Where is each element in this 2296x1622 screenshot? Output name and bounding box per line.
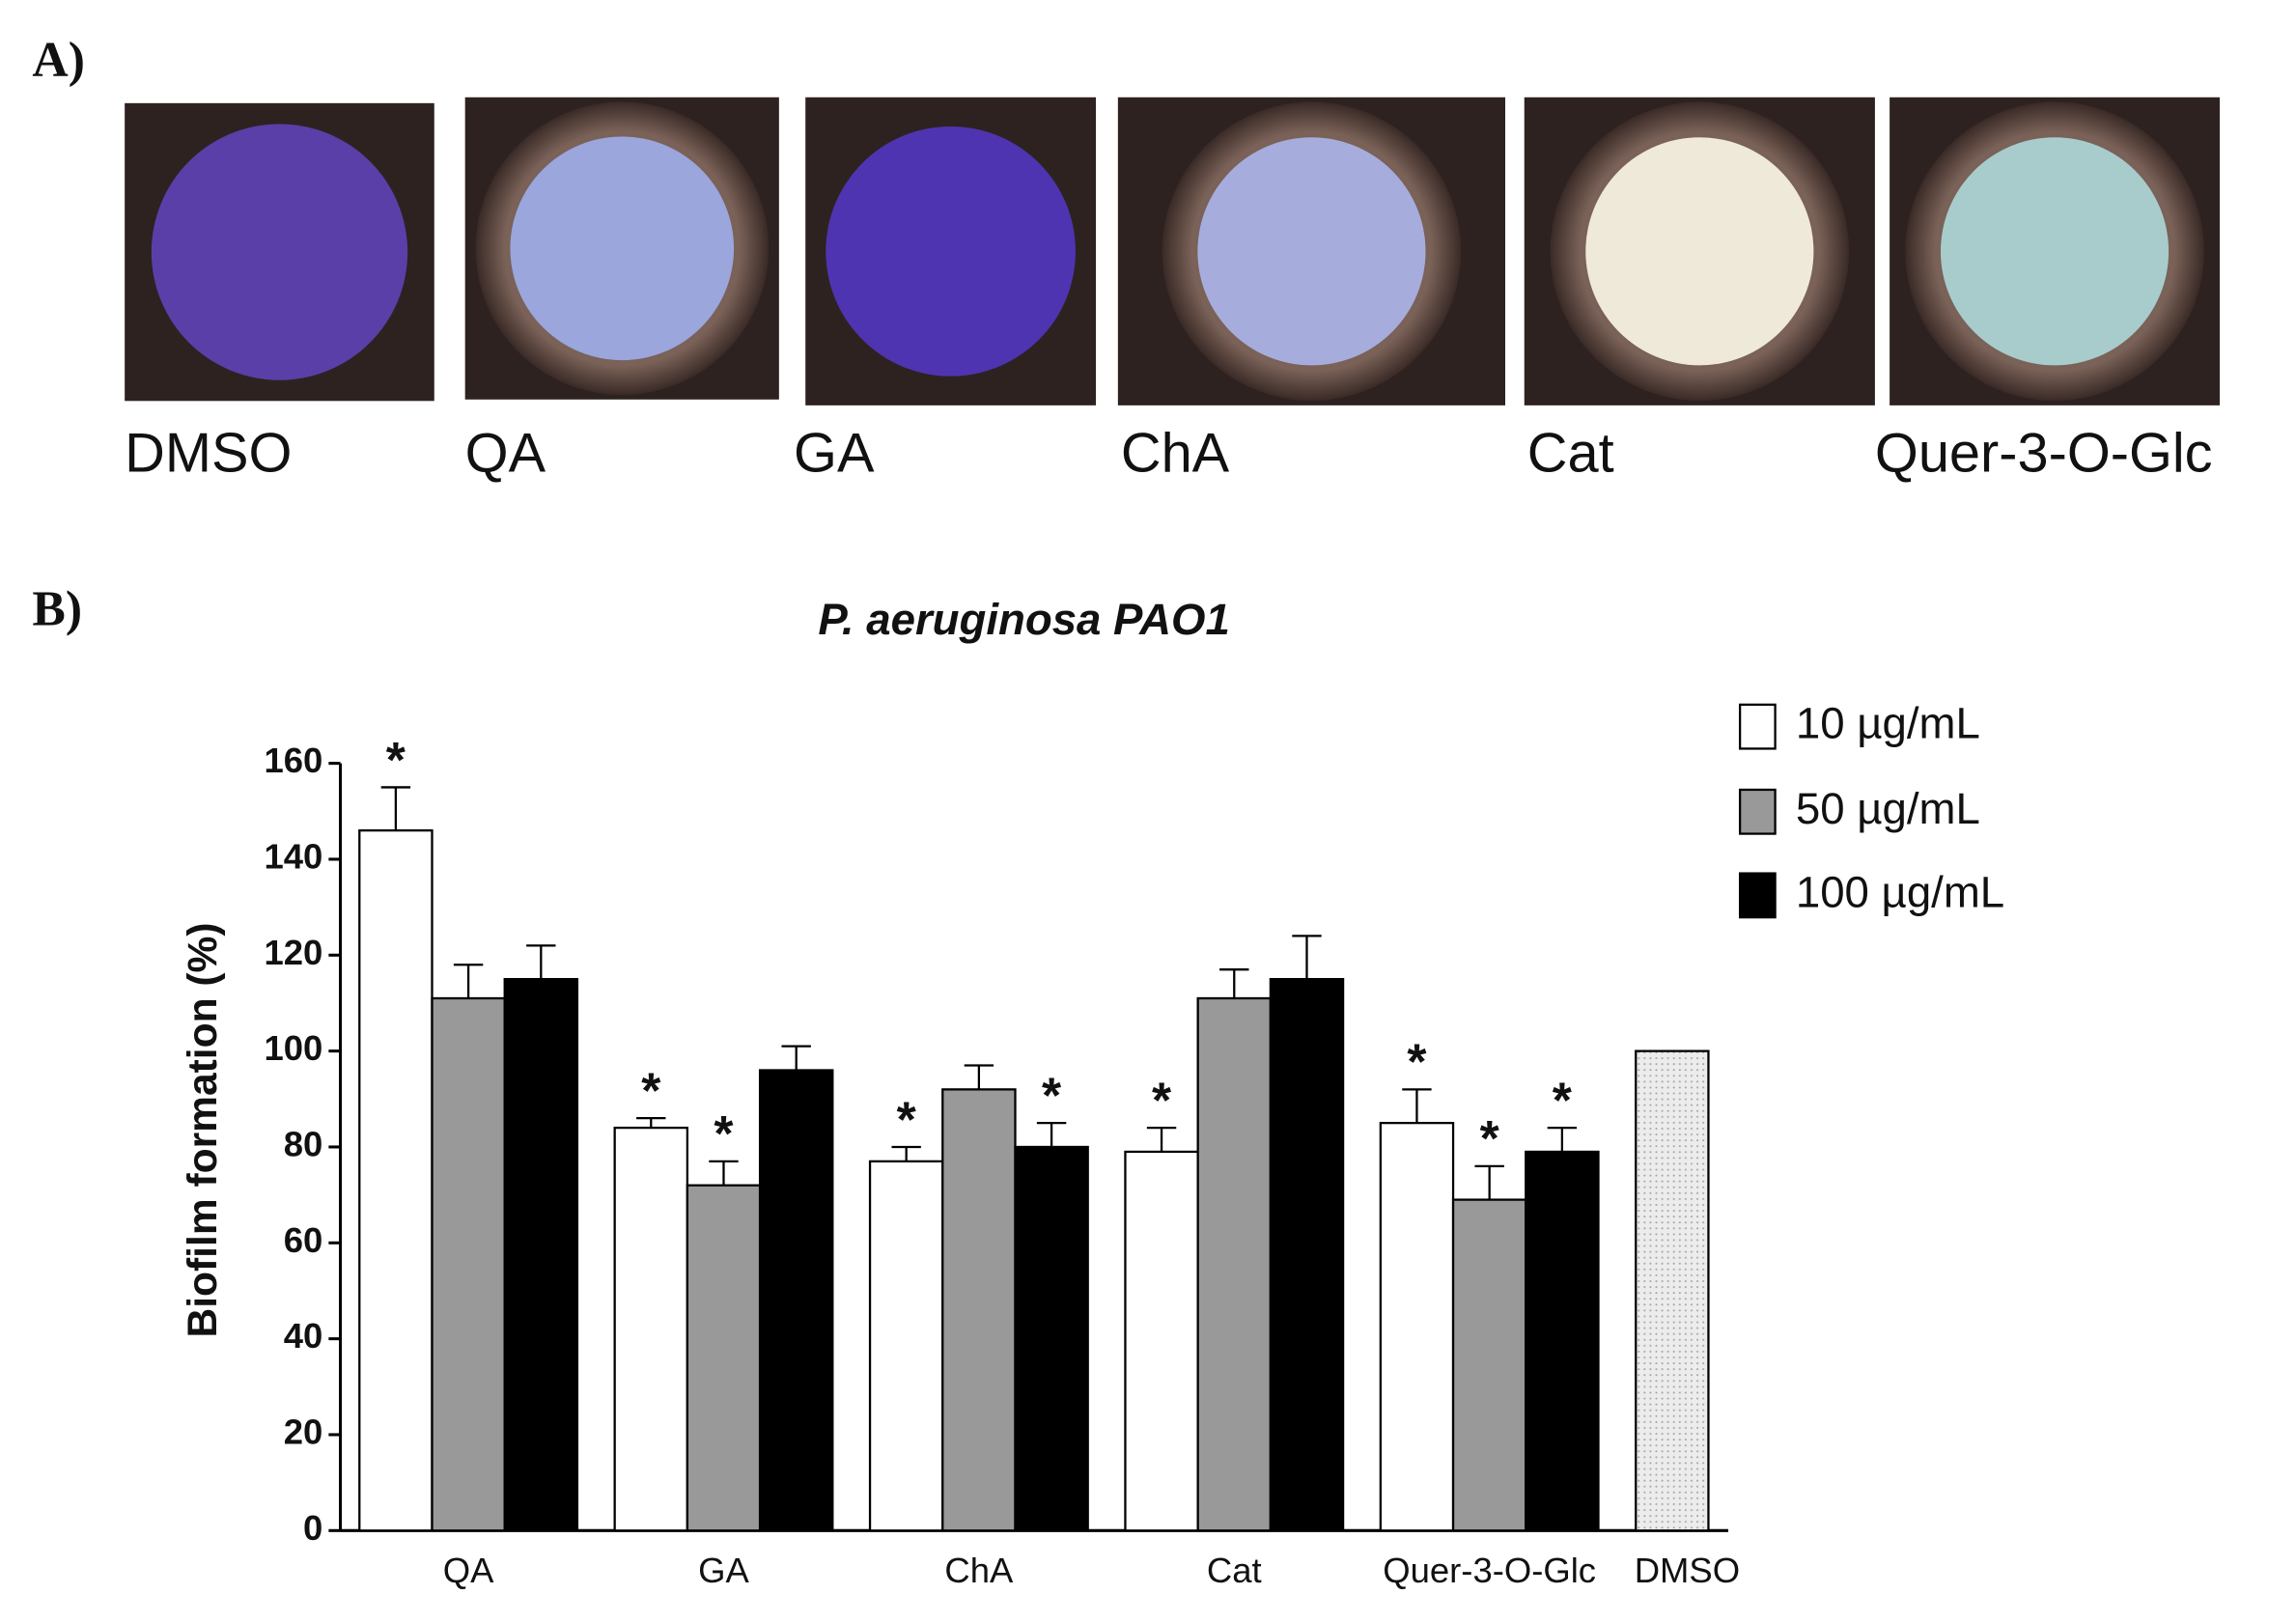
bar	[941, 1088, 1017, 1532]
bar	[431, 996, 506, 1532]
panel-label: B)	[32, 581, 82, 636]
x-tick-label: DMSO	[1635, 1551, 1740, 1590]
x-tick-label: Cat	[1207, 1551, 1262, 1590]
x-tick-label: QA	[443, 1551, 494, 1590]
bar	[358, 829, 434, 1532]
well-biofilm	[1585, 137, 1814, 366]
y-tick-label: 20	[284, 1412, 323, 1452]
bar	[1379, 1121, 1455, 1532]
well-label: Cat	[1527, 422, 1614, 484]
x-tick-label: Quer-3-O-Glc	[1383, 1551, 1596, 1590]
y-tick-label: 0	[303, 1508, 322, 1548]
well-biofilm	[510, 136, 735, 361]
y-tick-label: 160	[264, 741, 322, 780]
well-biofilm	[1197, 137, 1426, 366]
bar	[686, 1184, 762, 1532]
y-axis-label: Biofilm formation (%)	[180, 922, 226, 1337]
significance-star: *	[641, 1062, 661, 1118]
bar	[758, 1069, 834, 1532]
significance-star: *	[1407, 1034, 1427, 1090]
well-biofilm	[1940, 137, 2170, 366]
well-label: GA	[794, 422, 875, 484]
panel-label: A)	[32, 33, 85, 88]
x-tick-label: GA	[698, 1551, 749, 1590]
well-label: Quer-3-O-Glc	[1875, 422, 2213, 484]
significance-star: *	[386, 732, 406, 788]
y-tick-label: 60	[284, 1220, 323, 1260]
bar	[1269, 977, 1345, 1532]
significance-star: *	[1152, 1072, 1172, 1128]
significance-star: *	[1480, 1110, 1500, 1166]
bar	[1196, 996, 1273, 1532]
y-tick-label: 140	[264, 837, 322, 877]
bar	[613, 1126, 689, 1532]
significance-star: *	[714, 1105, 734, 1161]
bar	[1124, 1150, 1199, 1532]
well-label: ChA	[1121, 422, 1230, 484]
y-tick-label: 120	[264, 933, 322, 972]
legend-swatch	[1738, 872, 1777, 919]
bar	[1635, 1049, 1710, 1532]
chart-title: P. aeruginosa PAO1	[818, 595, 1229, 644]
bar	[1014, 1145, 1089, 1532]
y-tick-label: 80	[284, 1125, 323, 1164]
well-biofilm	[151, 124, 408, 380]
well-label: QA	[465, 422, 546, 484]
legend-label: 10 µg/mL	[1796, 699, 1980, 748]
legend-swatch	[1738, 788, 1777, 835]
y-tick-label: 100	[264, 1028, 322, 1068]
well-label: DMSO	[125, 422, 292, 484]
bar	[868, 1160, 944, 1532]
significance-star: *	[897, 1091, 917, 1147]
legend-swatch	[1738, 703, 1777, 750]
significance-star: *	[1553, 1072, 1573, 1128]
bar	[1525, 1150, 1600, 1532]
y-tick-label: 40	[284, 1316, 323, 1356]
bar	[503, 977, 579, 1532]
significance-star: *	[1042, 1067, 1062, 1123]
x-tick-label: ChA	[944, 1551, 1014, 1590]
well-biofilm	[826, 126, 1076, 377]
bar	[1451, 1198, 1527, 1532]
legend-label: 100 µg/mL	[1796, 867, 2004, 916]
legend-label: 50 µg/mL	[1796, 784, 1980, 833]
